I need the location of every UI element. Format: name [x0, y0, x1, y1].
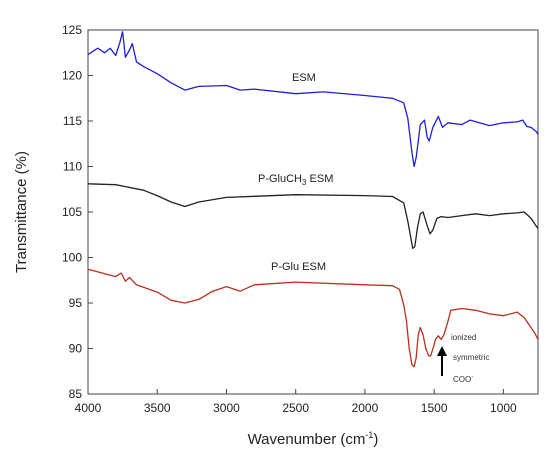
annotation-coo: COO: [453, 375, 471, 384]
y-tick-label: 90: [69, 342, 83, 356]
y-axis-label: Transmittance (%): [13, 151, 30, 273]
series-line-1: [87, 183, 539, 250]
annotation-line-2: symmetric: [453, 353, 489, 362]
y-tick-label: 110: [63, 160, 82, 174]
series-lines: [87, 31, 539, 368]
annotation-arrow-head: [437, 346, 447, 356]
y-tick-label: 100: [62, 251, 82, 265]
x-axis-label-tail: ): [373, 431, 378, 448]
x-tick-label: 1500: [421, 401, 448, 415]
x-tick-label: 4000: [75, 401, 102, 415]
series-line-2: [87, 268, 539, 368]
x-axis-label-main: Wavenumber (cm: [248, 431, 366, 448]
y-tick-label: 125: [62, 23, 82, 37]
y-axis-ticks: 85 90 95 100 105 110 115 120 125: [62, 23, 93, 401]
y-tick-label: 95: [69, 296, 83, 310]
series-label-pglu-ch3-name: P-GluCH: [258, 173, 302, 185]
annotation-coo-sup: -: [471, 374, 473, 380]
annotation-line-1: ionized: [451, 333, 476, 342]
y-tick-label: 105: [62, 205, 82, 219]
y-tick-label: 85: [69, 387, 83, 401]
x-axis-label: Wavenumber (cm-1): [248, 430, 379, 448]
series-label-pglu-ch3-sub: 3: [302, 178, 307, 187]
x-tick-label: 2000: [352, 401, 379, 415]
series-label-pglu-ch3-esm: P-GluCH3 ESM: [258, 173, 333, 187]
x-tick-label: 3500: [144, 401, 171, 415]
y-tick-label: 115: [63, 114, 82, 128]
series-label-esm: ESM: [292, 72, 316, 84]
x-tick-label: 3000: [213, 401, 240, 415]
series-label-pglu-ch3-tail: ESM: [306, 173, 333, 185]
x-tick-label: 2500: [282, 401, 309, 415]
y-tick-label: 120: [62, 69, 82, 83]
x-axis-ticks: 4000 3500 3000 2500 2000 1500 1000: [75, 389, 517, 415]
x-tick-label: 1000: [490, 401, 517, 415]
series-line-0: [87, 31, 539, 168]
annotation-line-3: COO-: [453, 374, 473, 384]
x-axis-label-sup: -1: [365, 430, 373, 440]
series-label-pglu-esm: P-Glu ESM: [271, 261, 326, 273]
